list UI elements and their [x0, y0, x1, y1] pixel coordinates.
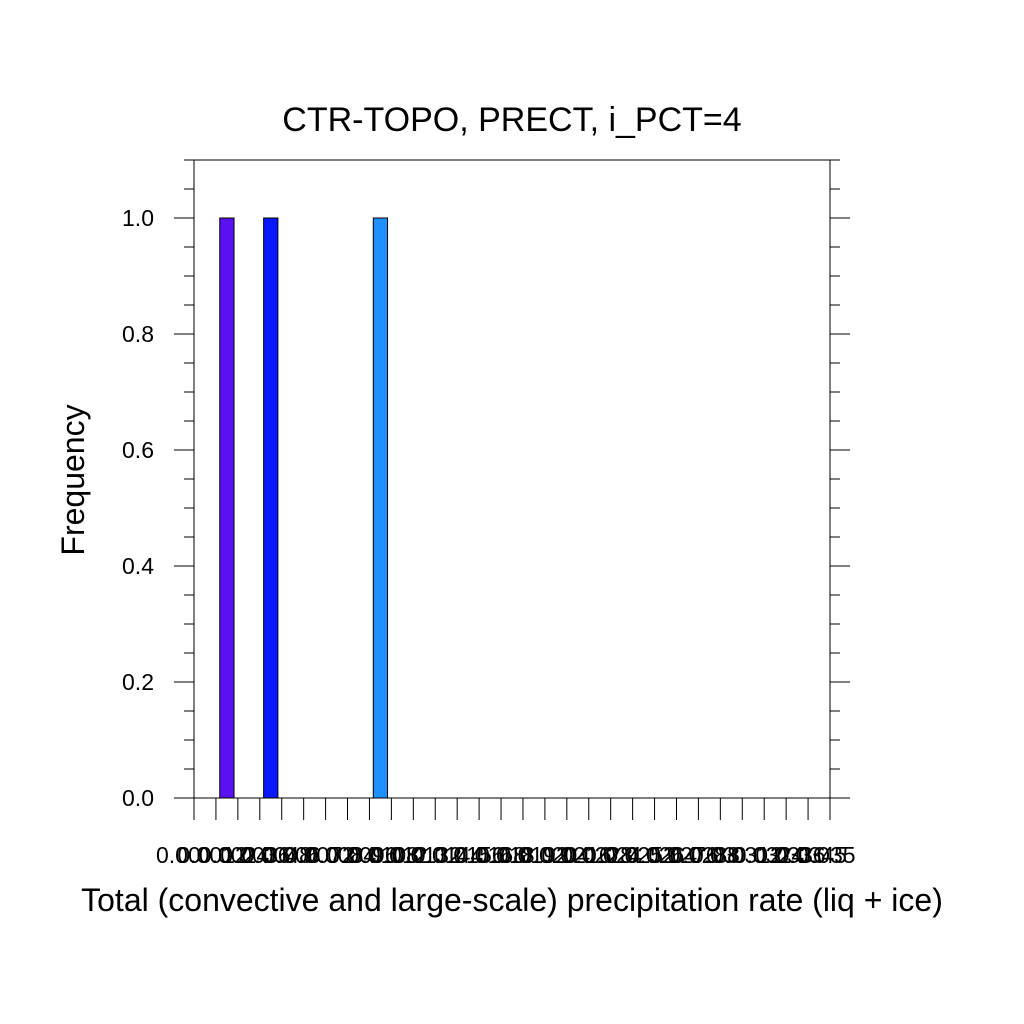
x-tick-label: 0.024: [584, 842, 642, 868]
x-tick-label: 0.0144: [413, 842, 484, 868]
x-tick-label: 0.0264: [627, 842, 698, 868]
x-tick-label: 0.0276: [648, 842, 718, 868]
x-axis-label: Total (convective and large-scale) preci…: [81, 882, 943, 918]
histogram-bar: [263, 217, 279, 799]
histogram-bar: [219, 217, 235, 799]
x-tick-label: 0.03: [691, 842, 736, 868]
x-tick-label: 0.0324: [734, 842, 805, 868]
x-tick-label: 0.0168: [456, 842, 526, 868]
plot-area: 0.0 0.2 0.4 0.6 0.8 1.0 0.000.00120.00240.0036…: [122, 159, 856, 868]
x-tick-label: 0.0345: [777, 842, 847, 868]
y-tick-label: 0.0: [122, 785, 154, 811]
y-tick-label: 0.2: [122, 669, 154, 695]
y-tick-label: 0.4: [122, 553, 154, 579]
x-tick-label: 0.0012: [177, 842, 247, 868]
y-tick-label: 1.0: [122, 205, 154, 231]
x-tick-label: 0.0288: [670, 842, 740, 868]
chart-title: CTR-TOPO, PRECT, i_PCT=4: [282, 101, 741, 139]
x-tick-label: 0.00: [156, 842, 201, 868]
x-tick-label: 0.012: [370, 842, 428, 868]
x-tick-label: 0.0084: [306, 842, 377, 868]
x-tick-label: 0.0036: [220, 842, 290, 868]
x-tick-label: 0.0216: [541, 842, 611, 868]
x-tick-label: 0.0048: [242, 842, 312, 868]
y-axis-label: Frequency: [55, 404, 91, 555]
y-tick-label: 0.8: [122, 321, 154, 347]
x-tick-label: 0.006: [263, 842, 321, 868]
x-tick-label: 0.0312: [712, 842, 782, 868]
x-tick-label: 0.018: [477, 842, 535, 868]
x-tick-label: 0.0228: [563, 842, 633, 868]
x-tick-label: 0.0108: [349, 842, 419, 868]
x-tick-label: 0.0204: [520, 842, 591, 868]
x-tick-label: 0.0156: [434, 842, 504, 868]
x-tick-label: 0.0024: [199, 842, 270, 868]
histogram-bar: [372, 217, 389, 799]
x-tick-label: 0.0192: [498, 842, 568, 868]
x-tick-label: 0.0336: [755, 842, 825, 868]
x-tick-label: 0.0096: [327, 842, 397, 868]
x-tick-label: 0.0252: [605, 842, 675, 868]
x-tick-label: 0.035: [798, 842, 856, 868]
x-tick-label: 0.0072: [284, 842, 354, 868]
y-tick-label: 0.6: [122, 437, 154, 463]
x-tick-label: 0.0132: [391, 842, 461, 868]
